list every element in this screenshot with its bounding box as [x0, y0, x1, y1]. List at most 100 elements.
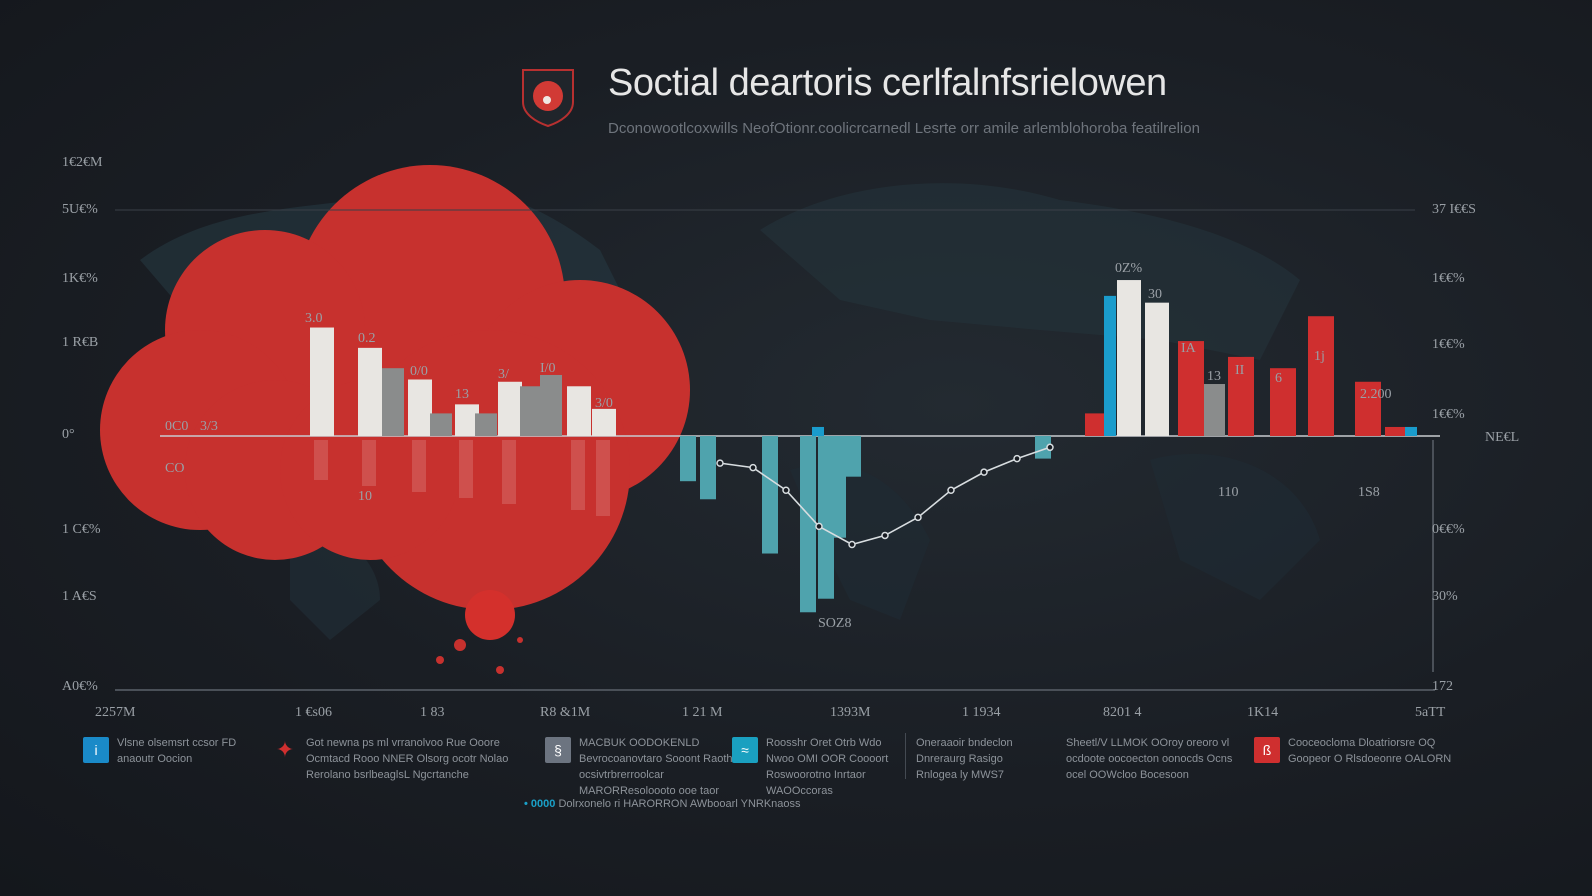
data-label: 3/ [498, 367, 509, 382]
bar-reflection [362, 440, 376, 486]
data-label: 0/0 [410, 364, 428, 379]
legend-text: Oneraaoir bndeclon Dnreraurg Rasigo Rnlo… [916, 737, 1013, 781]
data-label: 10 [358, 489, 372, 504]
data-label: 13 [1207, 369, 1221, 384]
bar-white [567, 386, 591, 436]
x-axis-tick-label: 1 1934 [962, 705, 1001, 720]
data-label: CO [165, 461, 184, 476]
bar-gray [1203, 384, 1225, 436]
legend-text: Roosshr Oret Otrb Wdo Nwoo OMI OOR Coooo… [766, 737, 889, 797]
bar-red [1228, 356, 1254, 436]
x-axis-tick-label: 5aTT [1415, 705, 1446, 720]
bar-white [310, 327, 334, 436]
bookmark-icon: ß [1254, 737, 1280, 763]
y-axis-left-label: 0° [62, 427, 75, 442]
y-axis-left-label: A0€% [62, 679, 98, 694]
bar-reflection [502, 440, 516, 504]
bar-reflection [571, 440, 585, 510]
trend-point [815, 522, 823, 531]
y-axis-left-label: 1 R€B [62, 335, 98, 350]
trend-point [848, 540, 856, 549]
data-label: I/0 [540, 361, 556, 376]
data-label: IA [1181, 341, 1197, 356]
legend-divider [905, 733, 906, 779]
legend-text: Vlsne olsemsrt ccsor FD anaoutr Oocion [117, 737, 237, 765]
data-label: 3/0 [595, 396, 613, 411]
bar-red [1308, 316, 1334, 436]
bar-reflection [596, 440, 610, 516]
data-label: 1j [1314, 349, 1325, 364]
data-label: 0Z% [1115, 261, 1143, 276]
trend-point [947, 486, 955, 494]
bar-white [1145, 302, 1169, 436]
data-label: 30 [1148, 287, 1162, 302]
bar-gray [382, 368, 404, 436]
y-axis-left-label: 1K€% [62, 271, 98, 286]
y-axis-left-label: 1 C€% [62, 522, 101, 537]
data-label: 0C0 [165, 419, 188, 434]
bar-blue [1104, 295, 1116, 436]
legend-footer-marker: • 0000 [524, 798, 556, 810]
data-label: 3.0 [305, 311, 323, 326]
trend-point [914, 513, 922, 522]
data-label: 110 [1218, 485, 1238, 500]
data-label: 13 [455, 387, 469, 402]
trend-point [1013, 454, 1021, 463]
data-label: 2.200 [1360, 387, 1392, 402]
y-axis-left-label: 1 A€S [62, 589, 97, 604]
x-axis-tick-label: 1 €s06 [295, 705, 332, 720]
bar-white [592, 408, 616, 436]
bar-white [408, 379, 432, 436]
bar-gray [430, 413, 452, 436]
legend-text: Cooceocloma Dloatriorsre OQ Goopeor O Rl… [1288, 737, 1452, 765]
y-axis-right-label: 37 I€€S [1432, 202, 1476, 217]
bar-blue [812, 426, 824, 436]
bar-teal-negative [845, 436, 861, 477]
chart-icon: ≈ [732, 737, 758, 763]
bar-teal-negative [830, 436, 846, 538]
x-axis-tick-label: 8201 4 [1103, 705, 1142, 720]
info-icon: i [83, 737, 109, 763]
y-axis-left-label: 5U€% [62, 202, 98, 217]
bar-blue [1405, 426, 1417, 436]
data-label: 3/3 [200, 419, 218, 434]
y-axis-right-label: 172 [1432, 679, 1453, 694]
bar-white [498, 381, 522, 436]
legend-text: MACBUK OODOKENLD Bevrocoanovtaro Sooont … [579, 737, 739, 797]
legend-text: Sheetl/V LLMOK OOroy oreoro vl ocdoote o… [1066, 737, 1233, 781]
shield-logo-icon [522, 69, 574, 128]
x-axis-tick-label: 1 83 [420, 705, 445, 720]
document-icon: § [545, 737, 571, 763]
bar-white [358, 347, 382, 436]
bar-white [1117, 280, 1141, 436]
bar-reflection [412, 440, 426, 492]
y-axis-right-label: 30% [1432, 589, 1458, 604]
bar-teal-negative [1035, 436, 1051, 459]
data-label: 1S8 [1358, 485, 1380, 500]
data-label: 0.2 [358, 331, 376, 346]
x-axis-tick-label: R8 &1M [540, 705, 591, 720]
x-axis-tick-label: 1393M [830, 705, 871, 720]
trend-point [716, 459, 724, 467]
twitter-bird-icon: ✦ [275, 737, 295, 762]
y-axis-right-label: 1€€% [1432, 337, 1465, 352]
trend-point [980, 468, 988, 476]
bar-reflection [314, 440, 328, 480]
trend-point [881, 531, 889, 540]
chart-title: Soctial deartoris cerlfalnfsrielowen [608, 62, 1167, 104]
chart-subtitle: Dconowootlcoxwills NeofOtionr.coolicrcar… [608, 120, 1200, 137]
bar-teal-negative [700, 436, 716, 500]
bar-gray [475, 413, 497, 436]
bar-red [1178, 341, 1204, 436]
trend-point [782, 486, 790, 494]
data-label: II [1235, 363, 1245, 378]
y-axis-right-label: 1€€% [1432, 271, 1465, 286]
bar-teal-negative [762, 436, 778, 554]
legend-footer: • 0000 Dolrxonelo ri HARORRON AWbooarl Y… [524, 798, 801, 810]
legend-footer-text: Dolrxonelo ri HARORRON AWbooarl YNRKnaos… [558, 798, 801, 810]
bar-gray [540, 374, 562, 436]
x-axis-tick-label: 1K14 [1247, 705, 1278, 720]
trend-point [749, 463, 757, 472]
bar-red [1355, 381, 1381, 436]
